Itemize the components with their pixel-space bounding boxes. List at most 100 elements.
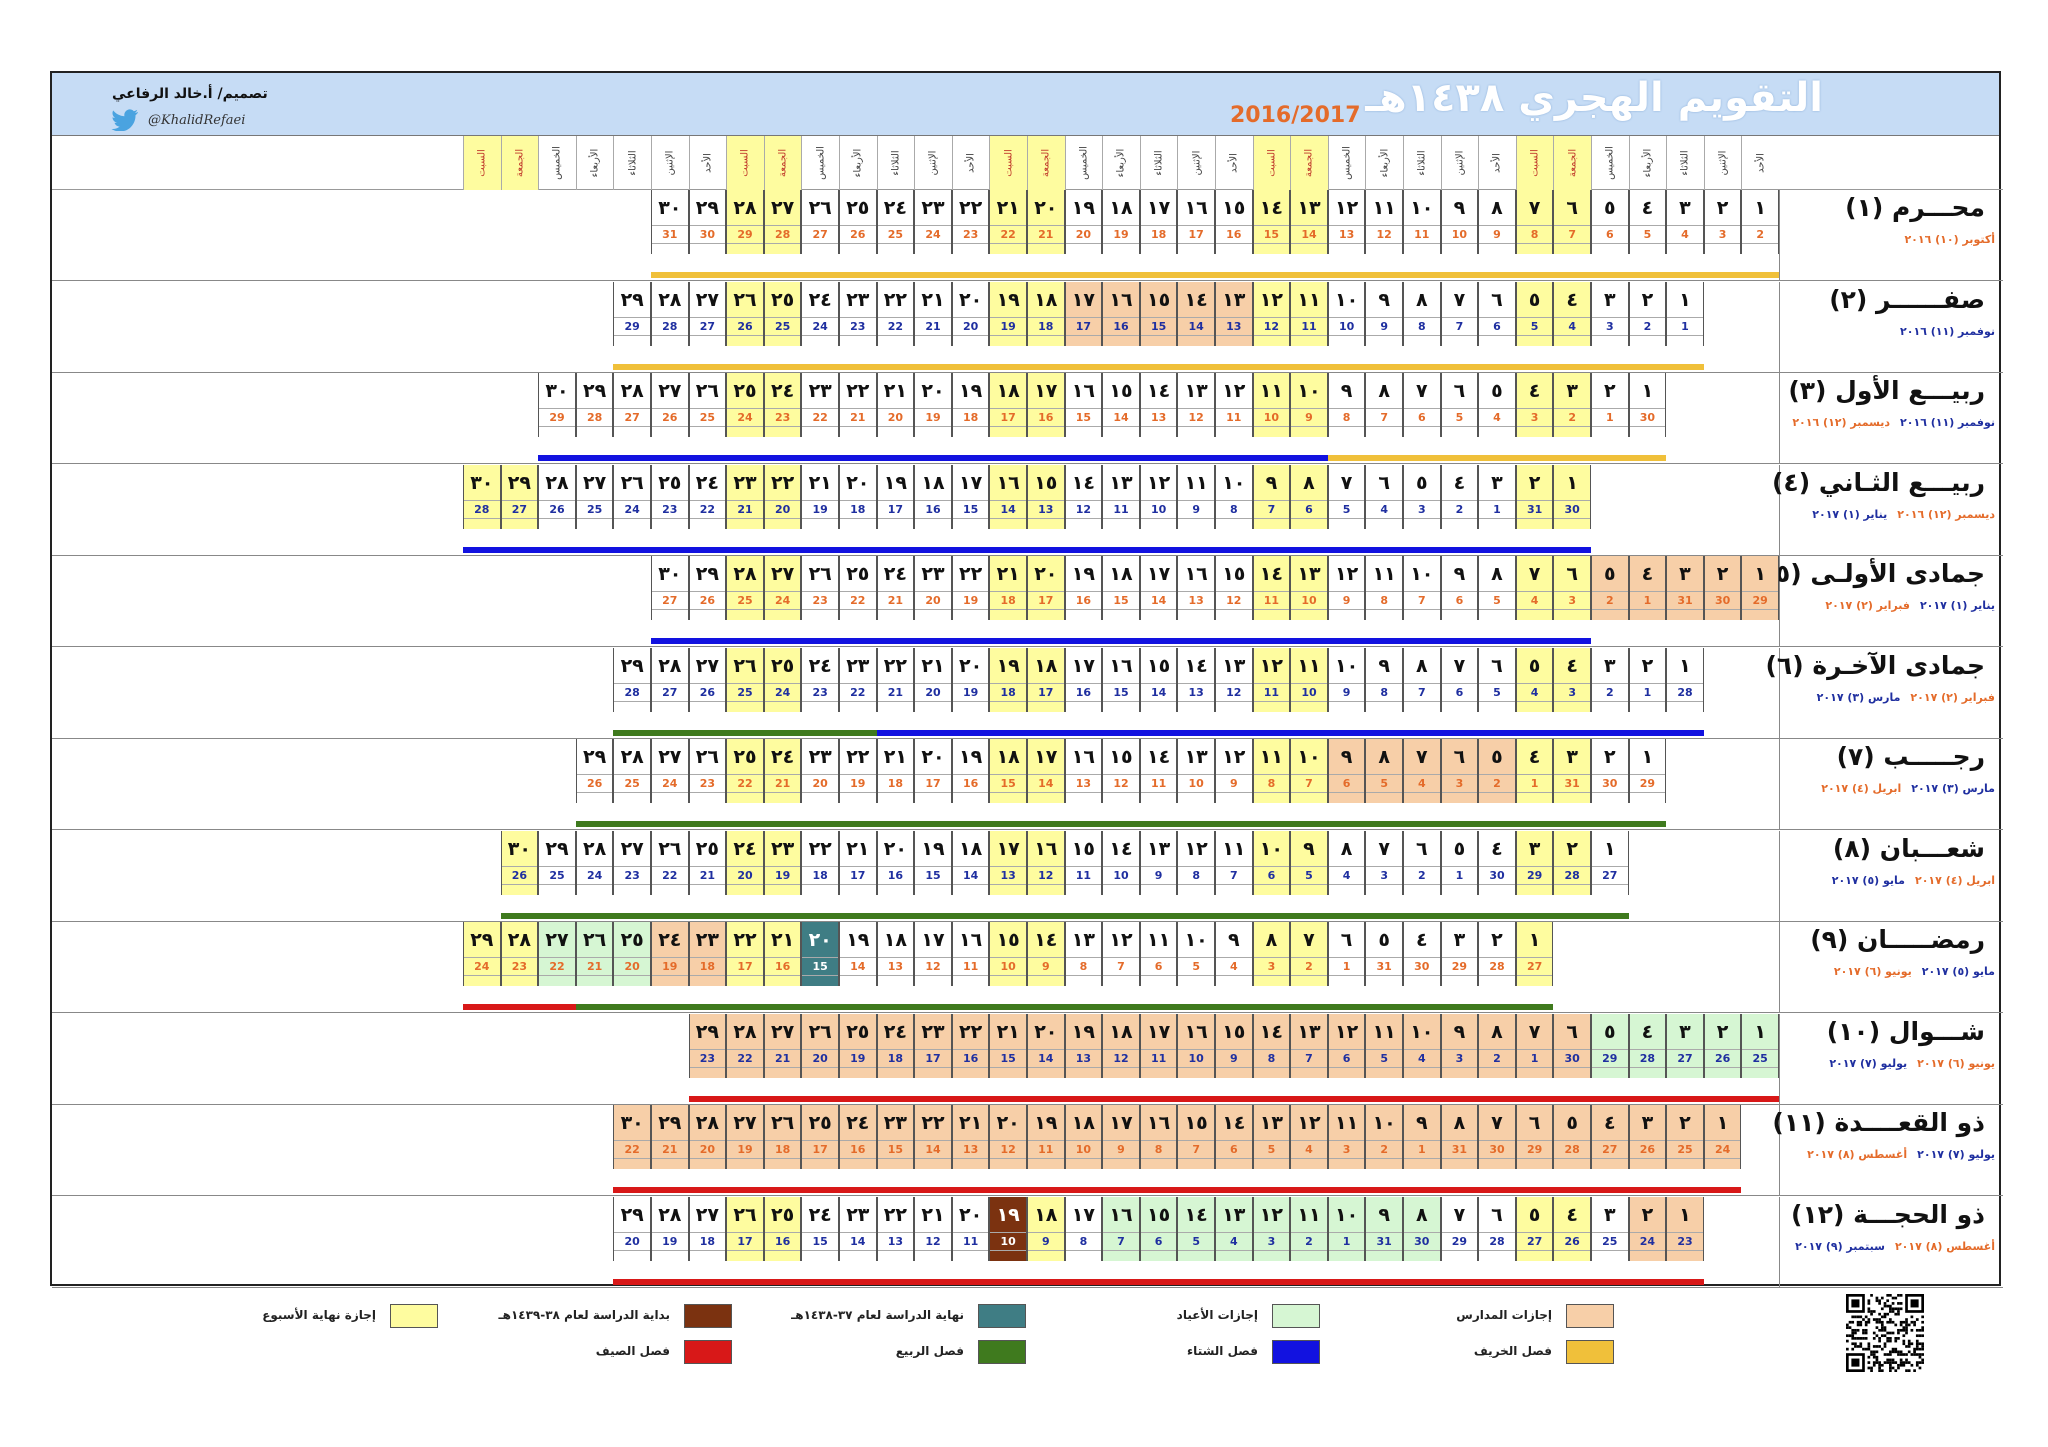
gregorian-day: 27 [1592, 1141, 1628, 1159]
hijri-day: ٢٦ [689, 373, 726, 409]
hijri-day: ١ [1629, 373, 1666, 409]
day-cell: ٢٢ 21 [876, 647, 915, 712]
hijri-day: ١٢ [1253, 282, 1290, 318]
gregorian-day: 27 [614, 409, 650, 427]
hijri-day: ٢٦ [802, 190, 838, 226]
day-cell: ٢٧ 23 [613, 830, 651, 895]
hijri-day: ٢٣ [840, 648, 876, 684]
day-cell: ١٣ 9 [1139, 830, 1178, 895]
gregorian-day: 13 [1065, 775, 1102, 793]
hijri-day: ٧ [1404, 739, 1440, 775]
hijri-day: ٢٦ [614, 465, 650, 501]
day-cell: ١٣ 10 [1290, 556, 1328, 620]
gregorian-day: 28 [1479, 1233, 1515, 1251]
hijri-day: ٢٠ [990, 1105, 1026, 1141]
hijri-day: ٣٠ [539, 373, 575, 409]
day-cell: ١٩ 14 [839, 922, 877, 986]
day-cell: ١٤ 11 [1139, 739, 1178, 803]
gregorian-day: 5 [1253, 1141, 1290, 1159]
month-label: شعـــبان (٨) ابريل (٤) ٢٠١٧ مايو (٥) ٢٠١٧ [1779, 830, 2003, 921]
day-cell: ١١ 10 [1252, 373, 1291, 437]
hijri-day: ٢٣ [802, 373, 838, 409]
hijri-day: ٩ [1253, 465, 1290, 501]
hijri-day: ١٩ [952, 739, 989, 775]
day-cell: ١٩ 17 [876, 464, 915, 529]
hijri-day: ٢١ [877, 373, 914, 409]
gregorian-day: 8 [1328, 409, 1365, 427]
month-name: شـــوال (١٠) [1826, 1016, 1985, 1046]
weekday-label: الأربعاء [852, 148, 864, 178]
hijri-day: ٩ [1328, 373, 1365, 409]
hijri-day: ١٢ [1291, 1105, 1327, 1141]
day-cell: ١٠ 1 [1327, 1196, 1366, 1261]
gregorian-day: 5 [1178, 1233, 1214, 1251]
hijri-day: ٨ [1291, 465, 1327, 501]
gregorian-day: 8 [1065, 958, 1102, 976]
gregorian-day: 21 [840, 409, 876, 427]
gregorian-day: 31 [1554, 775, 1590, 793]
gregorian-day: 29 [1629, 775, 1666, 793]
day-cell: ٥ 29 [1591, 1013, 1629, 1078]
weekday-label: الإثنين [1717, 150, 1729, 176]
day-cell: ٢١ 18 [989, 556, 1027, 620]
day-cell: ١٢ 8 [1177, 830, 1215, 895]
gregorian-day: 28 [576, 409, 613, 427]
gregorian-day: 9 [1328, 684, 1365, 702]
day-cell: ١٤ 13 [1139, 373, 1178, 437]
gregorian-months: نوفمبر (١١) ٢٠١٦ [1900, 325, 1995, 338]
gregorian-day: 28 [1629, 1050, 1666, 1068]
day-cell: ١ 27 [1591, 830, 1629, 895]
gregorian-day: 28 [464, 501, 500, 519]
gregorian-day: 25 [1742, 1050, 1778, 1068]
day-cell: ٦ 30 [1553, 1013, 1591, 1078]
day-cell: ١٧ 11 [1139, 1013, 1178, 1078]
gregorian-month-label: يناير (١) ٢٠١٧ [1919, 599, 1995, 612]
gregorian-day: 20 [614, 1233, 650, 1251]
weekday-header-cell: الجمعة [1290, 136, 1328, 190]
day-cell: ١٤ 11 [1252, 556, 1291, 620]
hijri-day: ٢٢ [802, 831, 838, 867]
gregorian-day: 21 [764, 1050, 801, 1068]
hijri-day: ٢١ [915, 648, 951, 684]
gregorian-months: أغسطس (٨) ٢٠١٧ سبتمبر (٩) ٢٠١٧ [1795, 1240, 1995, 1253]
legend: إجازات المدارس إجازات الأعياد نهاية الدراس… [0, 1290, 2048, 1400]
day-cell: ٢٢ 17 [726, 922, 764, 986]
hijri-day: ٣ [1554, 739, 1590, 775]
hijri-day: ١٠ [1328, 1197, 1365, 1233]
day-cell: ١٠ 2 [1365, 1105, 1403, 1169]
hijri-day: ١٣ [1216, 1197, 1252, 1233]
day-cell: ١٢ 11 [1215, 373, 1253, 437]
hijri-day: ٢٩ [689, 1014, 726, 1050]
day-cell: ٢٥ 17 [801, 1105, 839, 1169]
hijri-day: ١٠ [1328, 282, 1365, 318]
gregorian-day: 7 [1404, 592, 1440, 610]
hijri-day: ١٧ [1140, 1014, 1177, 1050]
day-cell: ١٤ 9 [1027, 922, 1065, 986]
gregorian-day: 1 [1328, 1233, 1365, 1251]
day-cell: ١٧ 16 [1027, 373, 1065, 437]
hijri-day: ١٤ [1065, 465, 1102, 501]
gregorian-day: 15 [1140, 318, 1177, 336]
gregorian-day: 9 [1103, 1141, 1139, 1159]
gregorian-day: 22 [539, 958, 575, 976]
hijri-day: ٢٠ [1028, 556, 1064, 592]
hijri-day: ١ [1667, 282, 1703, 318]
hijri-day: ٩ [1291, 831, 1327, 867]
day-cell: ٣٠ 22 [613, 1105, 651, 1169]
gregorian-day: 15 [1103, 592, 1139, 610]
hijri-day: ٢٤ [840, 1105, 876, 1141]
hijri-day: ١٠ [1404, 190, 1440, 226]
weekday-label: السبت [1266, 149, 1278, 177]
hijri-day: ٣ [1592, 282, 1628, 318]
day-cell: ٢٩ 21 [651, 1105, 689, 1169]
gregorian-day: 20 [877, 409, 914, 427]
hijri-day: ٢٣ [840, 282, 876, 318]
day-cell: ١٦ 15 [1064, 373, 1103, 437]
gregorian-day: 13 [1178, 684, 1214, 702]
hijri-day: ١٧ [1028, 373, 1064, 409]
day-cell: ٢٠ 12 [989, 1105, 1027, 1169]
day-cell: ٢٥ 24 [726, 373, 764, 437]
